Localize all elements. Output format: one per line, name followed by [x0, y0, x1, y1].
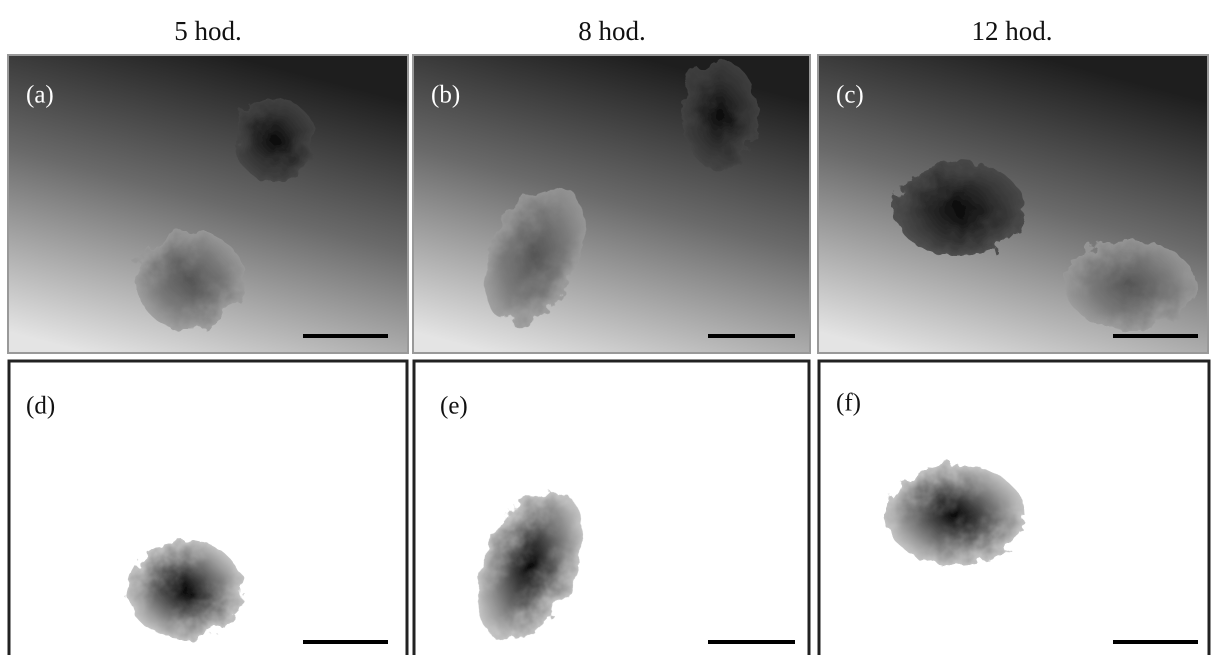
panel-label: (e) [440, 393, 468, 420]
panel: (f) [819, 361, 1209, 655]
panel-label: (f) [836, 390, 861, 417]
panel-label: (b) [431, 82, 460, 109]
panel-label: (c) [836, 82, 864, 109]
column-header: 5 hod. [174, 16, 242, 46]
panel: (c) [818, 55, 1208, 353]
panel: (b) [413, 55, 810, 353]
page: 5 hod. 8 hod. 12 hod. (a) (b) (c) (d) (e… [0, 0, 1211, 655]
column-header: 12 hod. [972, 16, 1053, 46]
figure: 5 hod. 8 hod. 12 hod. (a) (b) (c) (d) (e… [0, 0, 1211, 655]
column-header: 8 hod. [578, 16, 646, 46]
panel: (a) [8, 55, 408, 353]
panel-label: (a) [26, 82, 54, 109]
panel: (d) [9, 361, 407, 655]
panel: (e) [414, 361, 809, 655]
panel-label: (d) [26, 393, 55, 420]
